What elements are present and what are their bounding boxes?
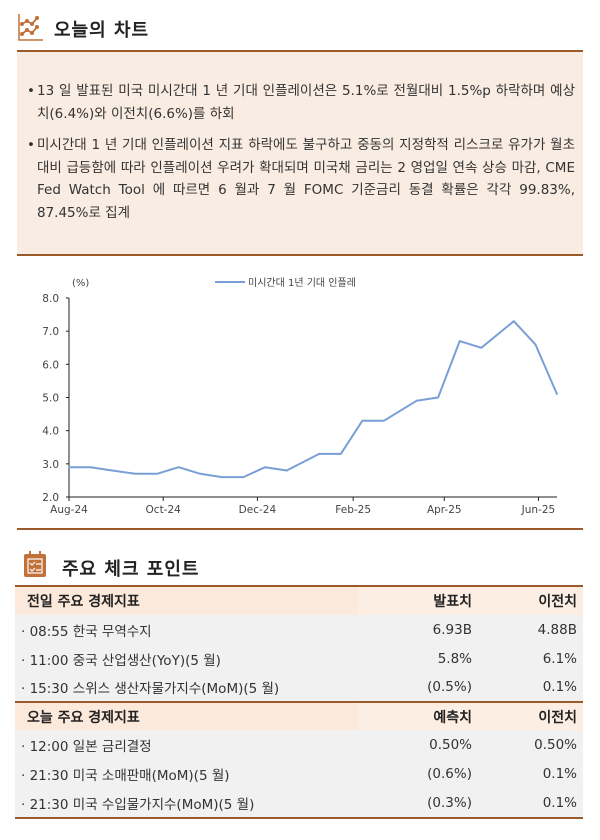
table-row: · 21:30 미국 수입물가지수(MoM)(5 월) (0.3%) 0.1%: [15, 788, 583, 817]
data-point: [512, 320, 515, 323]
indicator-forecast: (0.3%): [358, 788, 478, 817]
data-point: [318, 453, 320, 455]
table-row: · 11:00 중국 산업생산(YoY)(5 월) 5.8% 6.1%: [15, 644, 583, 673]
header-previous: 이전치: [478, 587, 583, 615]
header-forecast: 예측치: [358, 701, 478, 730]
data-point: [156, 472, 158, 475]
indicator-name: · 11:00 중국 산업생산(YoY)(5 월): [15, 644, 358, 673]
summary-box: • 13 일 발표된 미국 미시간대 1 년 기대 인플레이션은 5.1%로 전월…: [17, 50, 583, 256]
table-row: · 08:55 한국 무역수지 6.93B 4.88B: [15, 615, 583, 644]
indicator-forecast: 0.50%: [358, 730, 478, 759]
data-point: [556, 393, 558, 395]
indicator-previous: 0.1%: [478, 788, 583, 817]
indicator-previous: 6.1%: [478, 644, 583, 673]
indicator-actual: 5.8%: [358, 644, 478, 673]
data-point: [415, 400, 418, 402]
header-previous: 이전치: [478, 701, 583, 730]
summary-bullet-text: 13 일 발표된 미국 미시간대 1 년 기대 인플레이션은 5.1%로 전월대…: [37, 83, 575, 122]
data-point: [339, 453, 342, 455]
indicator-name: · 21:30 미국 수입물가지수(MoM)(5 월): [15, 788, 358, 817]
indicator-previous: 4.88B: [478, 615, 583, 644]
y-tick-label: 7.0: [42, 326, 59, 338]
data-point: [68, 466, 70, 468]
x-tick-label: Dec-24: [239, 504, 277, 516]
line-chart: (%) 미시간대 1년 기대 인플레 8.0 7.0 6.0 5.0 4.0 3.0 2.0…: [17, 277, 583, 530]
data-point: [458, 340, 461, 342]
data-point: [89, 466, 92, 468]
table-row: · 15:30 스위스 생산자물가지수(MoM)(5 월) (0.5%) 0.1%: [15, 673, 583, 702]
y-tick-label: 6.0: [42, 359, 59, 371]
data-point: [199, 472, 202, 475]
y-tick-label: 4.0: [42, 426, 59, 438]
data-point: [480, 346, 483, 349]
data-point: [111, 469, 114, 472]
summary-bullet-text: 미시간대 1 년 기대 인플레이션 지표 하락에도 불구하고 중동의 지정학적 …: [37, 137, 575, 221]
header-label: 전일 주요 경제지표: [15, 587, 358, 615]
y-tick-label: 3.0: [42, 459, 59, 471]
series-line: [69, 320, 558, 479]
calendar-checklist-icon: [24, 551, 46, 577]
data-point: [242, 476, 245, 478]
indicator-forecast: (0.6%): [358, 759, 478, 788]
x-tick-label: Jun-25: [521, 504, 556, 516]
data-point: [383, 419, 385, 422]
table-row: · 21:30 미국 소매판매(MoM)(5 월) (0.6%) 0.1%: [15, 759, 583, 788]
y-axis-unit: (%): [72, 278, 89, 289]
table-header-today: 오늘 주요 경제지표 예측치 이전치: [15, 701, 583, 730]
checkpoint-section-title: 주요 체크 포인트: [62, 559, 200, 580]
y-tick-label: 8.0: [42, 293, 59, 305]
y-tick-label: 2.0: [42, 492, 59, 504]
legend-label: 미시간대 1년 기대 인플레: [248, 277, 356, 289]
data-point: [177, 466, 180, 468]
indicator-table: 전일 주요 경제지표 발표치 이전치 · 08:55 한국 무역수지 6.93B 4…: [15, 585, 583, 819]
data-point: [285, 469, 288, 472]
x-tick-label: Aug-24: [50, 504, 88, 516]
indicator-name: · 15:30 스위스 생산자물가지수(MoM)(5 월): [15, 673, 358, 702]
x-tick-label: Apr-25: [427, 504, 462, 516]
summary-bullet: • 13 일 발표된 미국 미시간대 1 년 기대 인플레이션은 5.1%로 전월…: [27, 80, 575, 125]
data-point: [221, 476, 223, 478]
y-tick-label: 5.0: [42, 393, 59, 405]
x-tick-label: Oct-24: [146, 504, 182, 516]
indicator-previous: 0.1%: [478, 759, 583, 788]
line-chart-icon: [18, 14, 43, 41]
header-actual: 발표치: [358, 587, 478, 615]
header-label: 오늘 주요 경제지표: [15, 701, 358, 730]
chart-section-icon: [17, 12, 43, 42]
data-point: [264, 466, 266, 468]
data-point: [534, 343, 537, 346]
x-tick-label: Feb-25: [335, 504, 371, 516]
indicator-actual: 6.93B: [358, 615, 478, 644]
data-point: [437, 396, 439, 399]
indicator-previous: 0.50%: [478, 730, 583, 759]
data-point: [361, 419, 364, 422]
indicator-name: · 08:55 한국 무역수지: [15, 615, 358, 644]
indicator-previous: 0.1%: [478, 673, 583, 702]
checkpoint-section-icon: [23, 550, 47, 578]
indicator-name: · 12:00 일본 금리결정: [15, 730, 358, 759]
table-row: · 12:00 일본 금리결정 0.50% 0.50%: [15, 730, 583, 759]
indicator-actual: (0.5%): [358, 673, 478, 702]
data-point: [134, 472, 137, 475]
chart-section-title: 오늘의 차트: [54, 20, 150, 41]
indicator-name: · 21:30 미국 소매판매(MoM)(5 월): [15, 759, 358, 788]
table-header-yesterday: 전일 주요 경제지표 발표치 이전치: [15, 587, 583, 615]
summary-bullet: • 미시간대 1 년 기대 인플레이션 지표 하락에도 불구하고 중동의 지정학적…: [27, 134, 575, 224]
